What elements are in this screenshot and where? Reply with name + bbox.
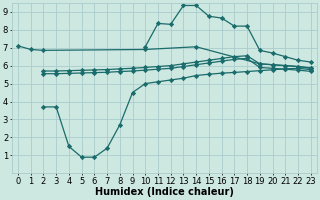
X-axis label: Humidex (Indice chaleur): Humidex (Indice chaleur) [95, 187, 234, 197]
